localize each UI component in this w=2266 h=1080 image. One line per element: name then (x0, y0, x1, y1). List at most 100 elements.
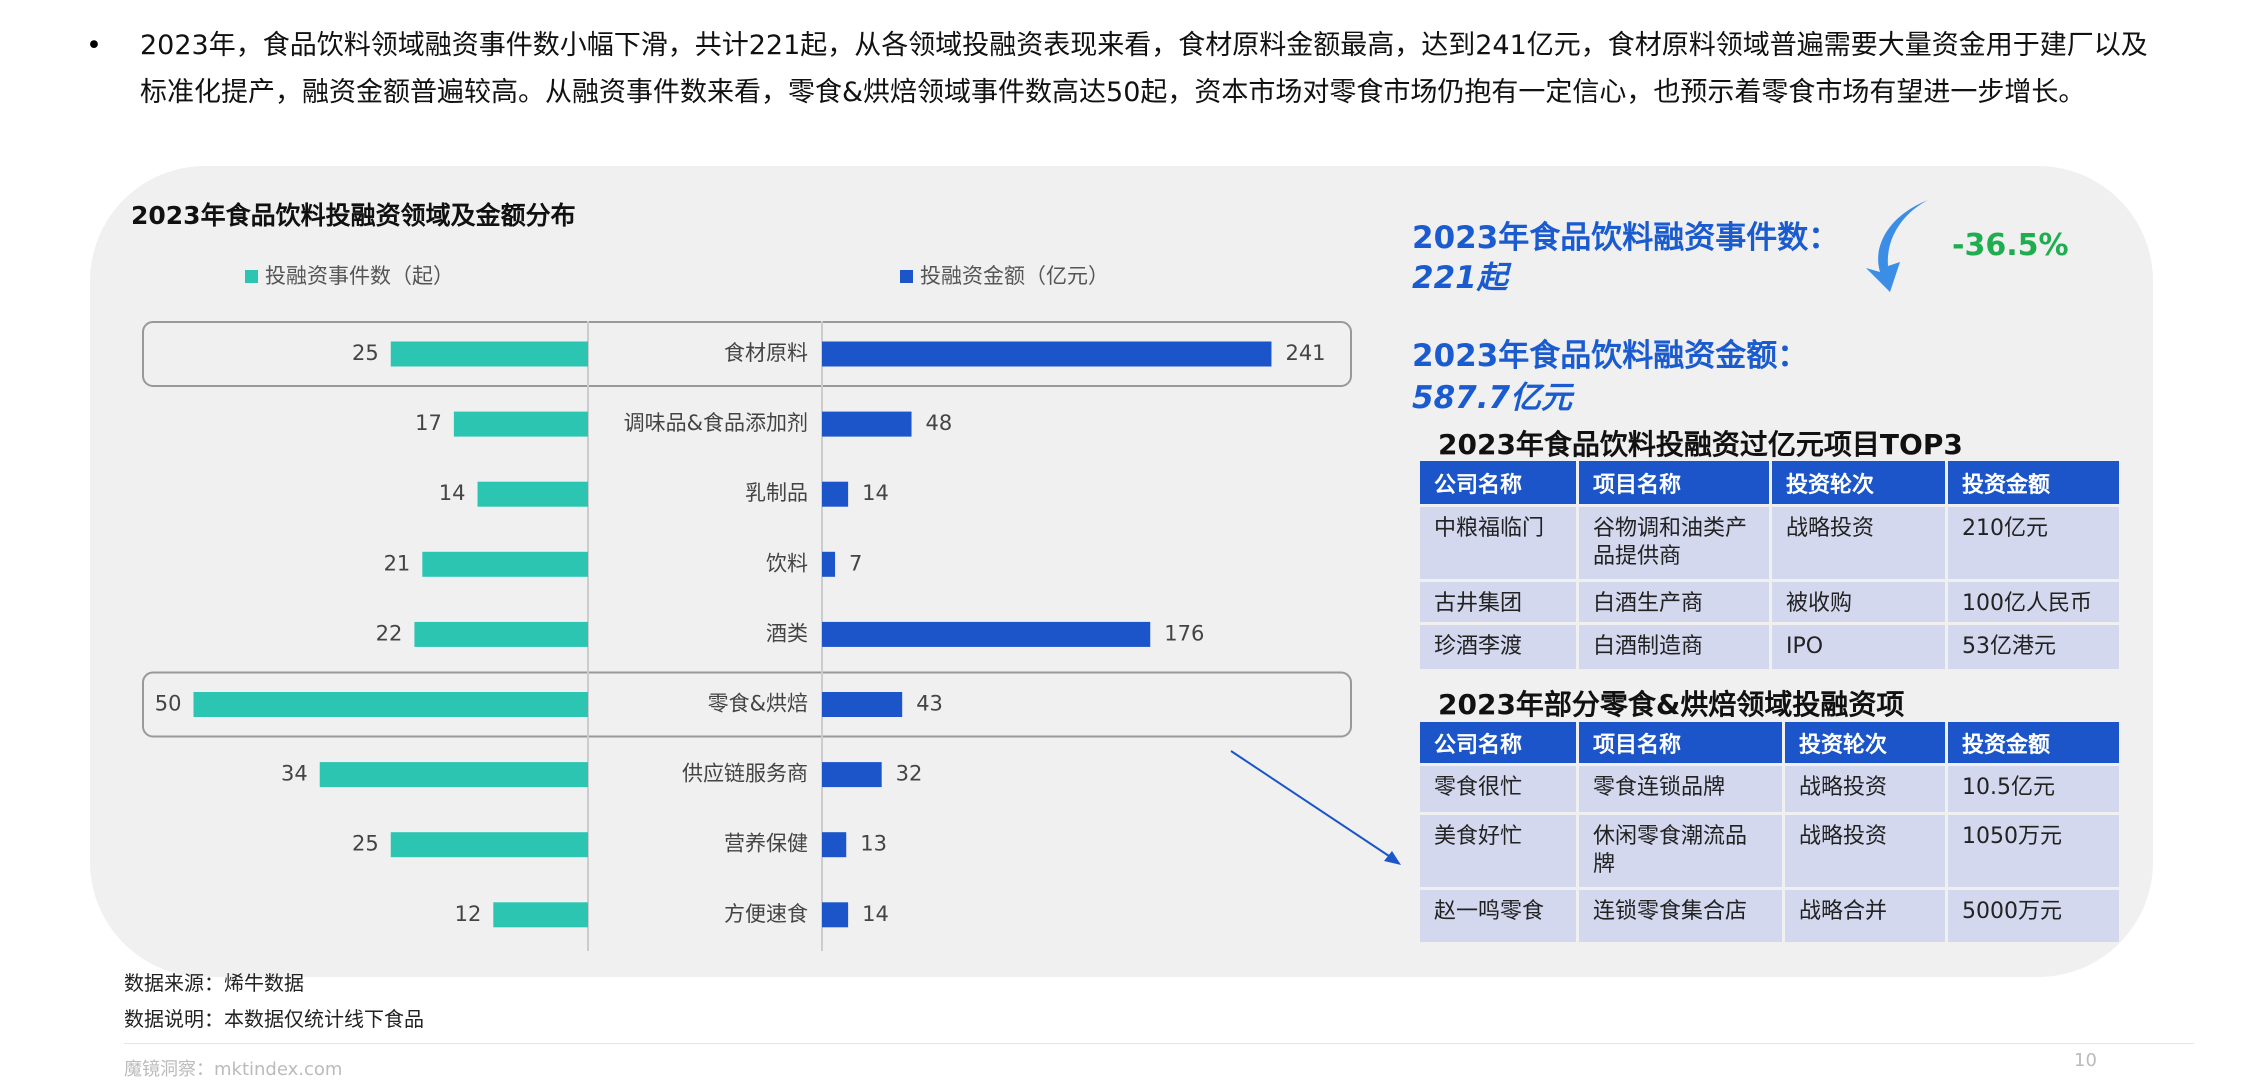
legend-label: 投融资金额（亿元） (920, 264, 1109, 288)
kpi-value: 587.7亿元 (1412, 380, 1573, 416)
header-cell: 公司名称 (1420, 461, 1576, 504)
category-label: 食材原料 (724, 341, 808, 365)
table-row: 古井集团 白酒生产商 被收购 100亿人民币 (1420, 582, 2119, 622)
kpi-change: -36.5% (1952, 228, 2069, 263)
data-label: 21 (384, 551, 411, 575)
table-cell: 连锁零食集合店 (1579, 890, 1782, 942)
category-label: 零食&烘焙 (708, 692, 808, 716)
table-cell: IPO (1772, 625, 1945, 669)
down-arrow-icon (1866, 200, 1928, 292)
note: 数据说明：本数据仅统计线下食品 (124, 1007, 424, 1031)
header-row: 公司名称 项目名称 投资轮次 投资金额 (1420, 722, 2119, 763)
bar (493, 902, 588, 928)
legend-swatch (245, 270, 258, 283)
table-row: 零食很忙 零食连锁品牌 战略投资 10.5亿元 (1420, 766, 2119, 812)
highlight-box (142, 671, 1352, 738)
table-cell: 100亿人民币 (1948, 582, 2119, 622)
table-cell: 零食很忙 (1420, 766, 1576, 812)
bullet-text: 2023年，食品饮料领域融资事件数小幅下滑，共计221起，从各领域投融资表现来看… (140, 30, 2148, 108)
pointer-head (1384, 851, 1401, 865)
header-cell: 投资金额 (1948, 722, 2119, 763)
table-cell: 古井集团 (1420, 582, 1576, 622)
table-cell: 10.5亿元 (1948, 766, 2119, 812)
category-label: 调味品&食品添加剂 (624, 411, 808, 435)
kpi-label: 2023年食品饮料融资事件数： (1412, 220, 1840, 256)
category-label: 酒类 (766, 621, 808, 645)
data-label: 13 (860, 832, 887, 856)
bar (822, 481, 849, 507)
header-cell: 投资金额 (1948, 461, 2119, 504)
bar (422, 551, 588, 577)
table-cell: 被收购 (1772, 582, 1945, 622)
source: 数据来源：烯牛数据 (124, 971, 304, 995)
header-cell: 项目名称 (1579, 722, 1782, 763)
data-label: 241 (1285, 341, 1325, 365)
bar (822, 692, 903, 717)
table-cell: 53亿港元 (1948, 625, 2119, 669)
data-label: 14 (862, 902, 889, 926)
data-label: 14 (439, 481, 466, 505)
legend-swatch (900, 270, 913, 283)
bar (822, 621, 1151, 647)
table-row: 中粮福临门 谷物调和油类产品提供商 战略投资 210亿元 (1420, 507, 2119, 579)
chart-title: 2023年食品饮料投融资领域及金额分布 (131, 201, 576, 230)
table-cell: 战略投资 (1785, 766, 1945, 812)
data-label: 32 (896, 762, 923, 786)
category-label: 饮料 (766, 551, 808, 575)
header-cell: 投资轮次 (1785, 722, 1945, 763)
header-cell: 投资轮次 (1772, 461, 1945, 504)
table-cell: 中粮福临门 (1420, 507, 1576, 579)
pointer-line (1230, 750, 1396, 861)
table-row: 赵一鸣零食 连锁零食集合店 战略合并 5000万元 (1420, 890, 2119, 942)
kpi-label: 2023年食品饮料融资金额： (1412, 338, 1809, 374)
data-label: 43 (916, 692, 943, 716)
data-label: 17 (415, 411, 442, 435)
table-title: 2023年部分零食&烘焙领域投融资项 (1438, 688, 1905, 721)
data-label: 12 (455, 902, 482, 926)
bar (390, 341, 588, 367)
data-label: 176 (1164, 621, 1204, 645)
table-cell: 零食连锁品牌 (1579, 766, 1782, 812)
table-cell: 210亿元 (1948, 507, 2119, 579)
data-label: 34 (281, 762, 308, 786)
bar (822, 762, 882, 788)
header-cell: 公司名称 (1420, 722, 1576, 763)
bullet-dot: • (86, 30, 102, 61)
kpi-value: 221起 (1412, 260, 1508, 296)
table-cell: 休闲零食潮流品牌 (1579, 815, 1782, 887)
table: 公司名称 项目名称 投资轮次 投资金额 零食很忙 零食连锁品牌 战略投资 10.5亿元 美食好忙… (1417, 719, 2122, 945)
table-cell: 战略合并 (1785, 890, 1945, 942)
category-label: 营养保健 (724, 832, 808, 856)
table-cell: 珍酒李渡 (1420, 625, 1576, 669)
category-label: 乳制品 (745, 481, 808, 505)
bar (822, 902, 849, 928)
data-label: 22 (376, 621, 403, 645)
highlight-box (142, 321, 1352, 387)
header-cell: 项目名称 (1579, 461, 1769, 504)
table-cell: 5000万元 (1948, 890, 2119, 942)
table-cell: 战略投资 (1785, 815, 1945, 887)
table-cell: 白酒制造商 (1579, 625, 1769, 669)
data-label: 7 (849, 551, 862, 575)
bar (822, 411, 912, 437)
bar (319, 762, 588, 788)
data-label: 48 (926, 411, 953, 435)
bar (193, 692, 588, 717)
footer-rule (124, 1043, 2194, 1044)
table-row: 珍酒李渡 白酒制造商 IPO 53亿港元 (1420, 625, 2119, 669)
bar (822, 551, 836, 577)
category-label: 供应链服务商 (682, 762, 808, 786)
table-title: 2023年食品饮料投融资过亿元项目TOP3 (1438, 428, 1963, 461)
table-cell: 美食好忙 (1420, 815, 1576, 887)
bar (477, 481, 588, 507)
data-label: 25 (352, 341, 379, 365)
table-cell: 1050万元 (1948, 815, 2119, 887)
table: 公司名称 项目名称 投资轮次 投资金额 中粮福临门 谷物调和油类产品提供商 战略投资 210亿… (1417, 458, 2122, 672)
bar (822, 832, 847, 858)
data-label: 50 (155, 692, 182, 716)
data-label: 14 (862, 481, 889, 505)
bar (414, 621, 588, 647)
header-row: 公司名称 项目名称 投资轮次 投资金额 (1420, 461, 2119, 504)
table-cell: 谷物调和油类产品提供商 (1579, 507, 1769, 579)
